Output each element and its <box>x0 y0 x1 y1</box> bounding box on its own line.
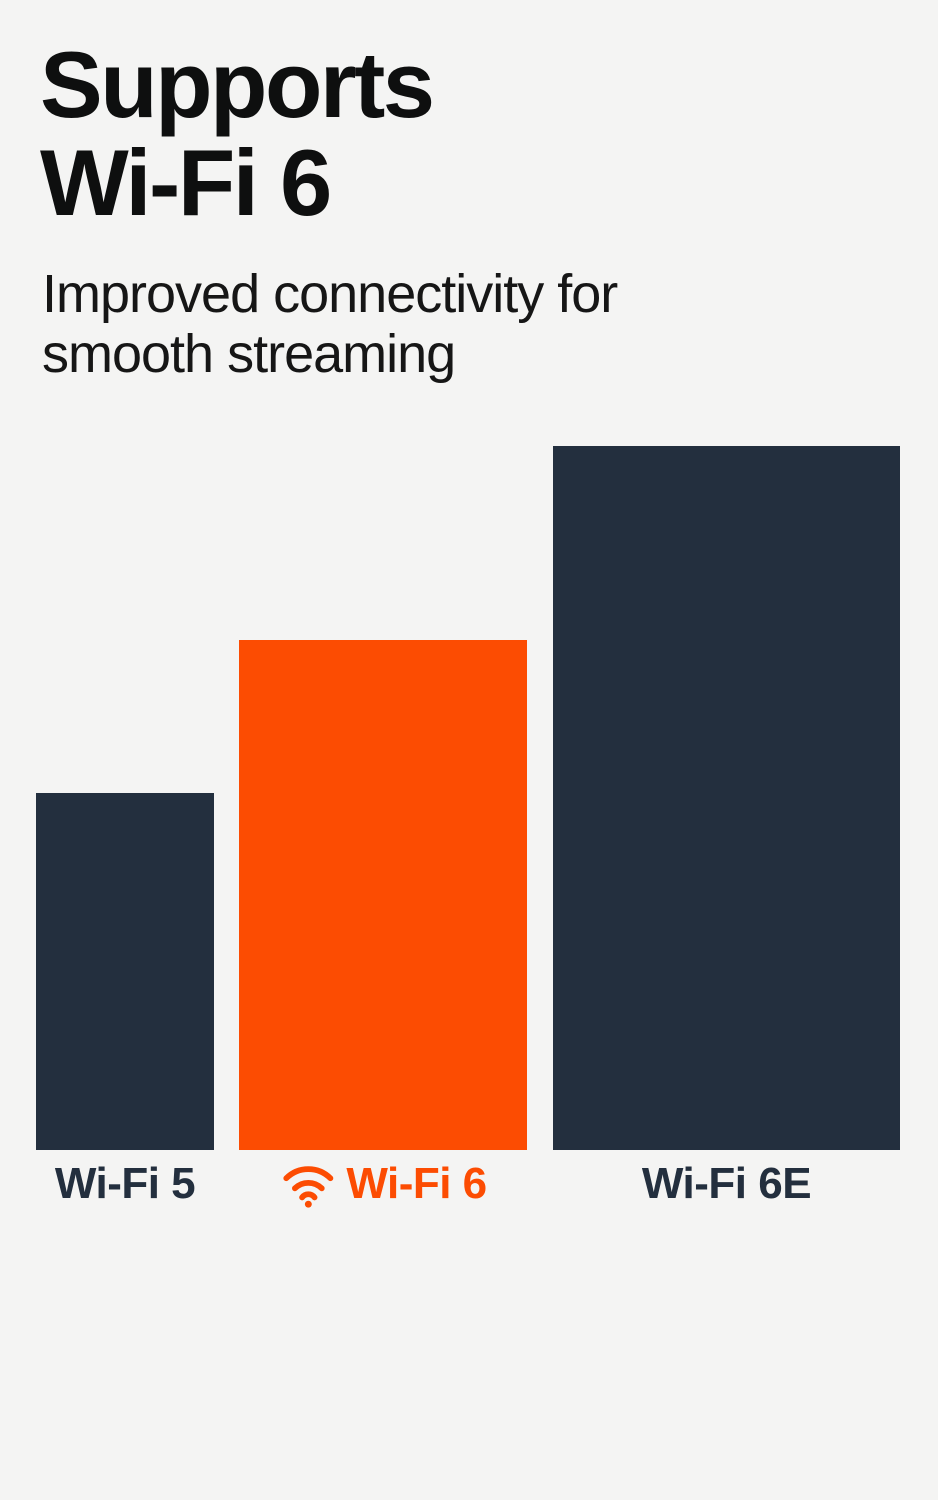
bar-wi-fi-5 <box>36 793 214 1150</box>
bar-wi-fi-6e <box>553 446 900 1150</box>
bar-label-text-wi-fi-6e: Wi-Fi 6E <box>641 1159 812 1208</box>
bar-label-text-wi-fi-6: Wi-Fi 6 <box>346 1159 487 1208</box>
bar-wi-fi-6 <box>239 640 527 1150</box>
title-line-2: Wi-Fi 6 <box>40 130 332 235</box>
bar-label-wi-fi-6e: Wi-Fi 6E <box>641 1159 812 1209</box>
title-line-1: Supports <box>40 32 435 137</box>
subtitle-line-2: smooth streaming <box>42 324 456 384</box>
subtitle: Improved connectivity for smooth streami… <box>42 264 618 384</box>
bar-label-wi-fi-5: Wi-Fi 5 <box>54 1159 196 1209</box>
wifi-icon <box>283 1166 334 1208</box>
subtitle-line-1: Improved connectivity for <box>42 264 618 324</box>
bar-label-text-wi-fi-5: Wi-Fi 5 <box>54 1159 196 1208</box>
bar-label-wi-fi-6: Wi-Fi 6 <box>279 1159 487 1209</box>
page-title: Supports Wi-Fi 6 <box>40 32 435 235</box>
